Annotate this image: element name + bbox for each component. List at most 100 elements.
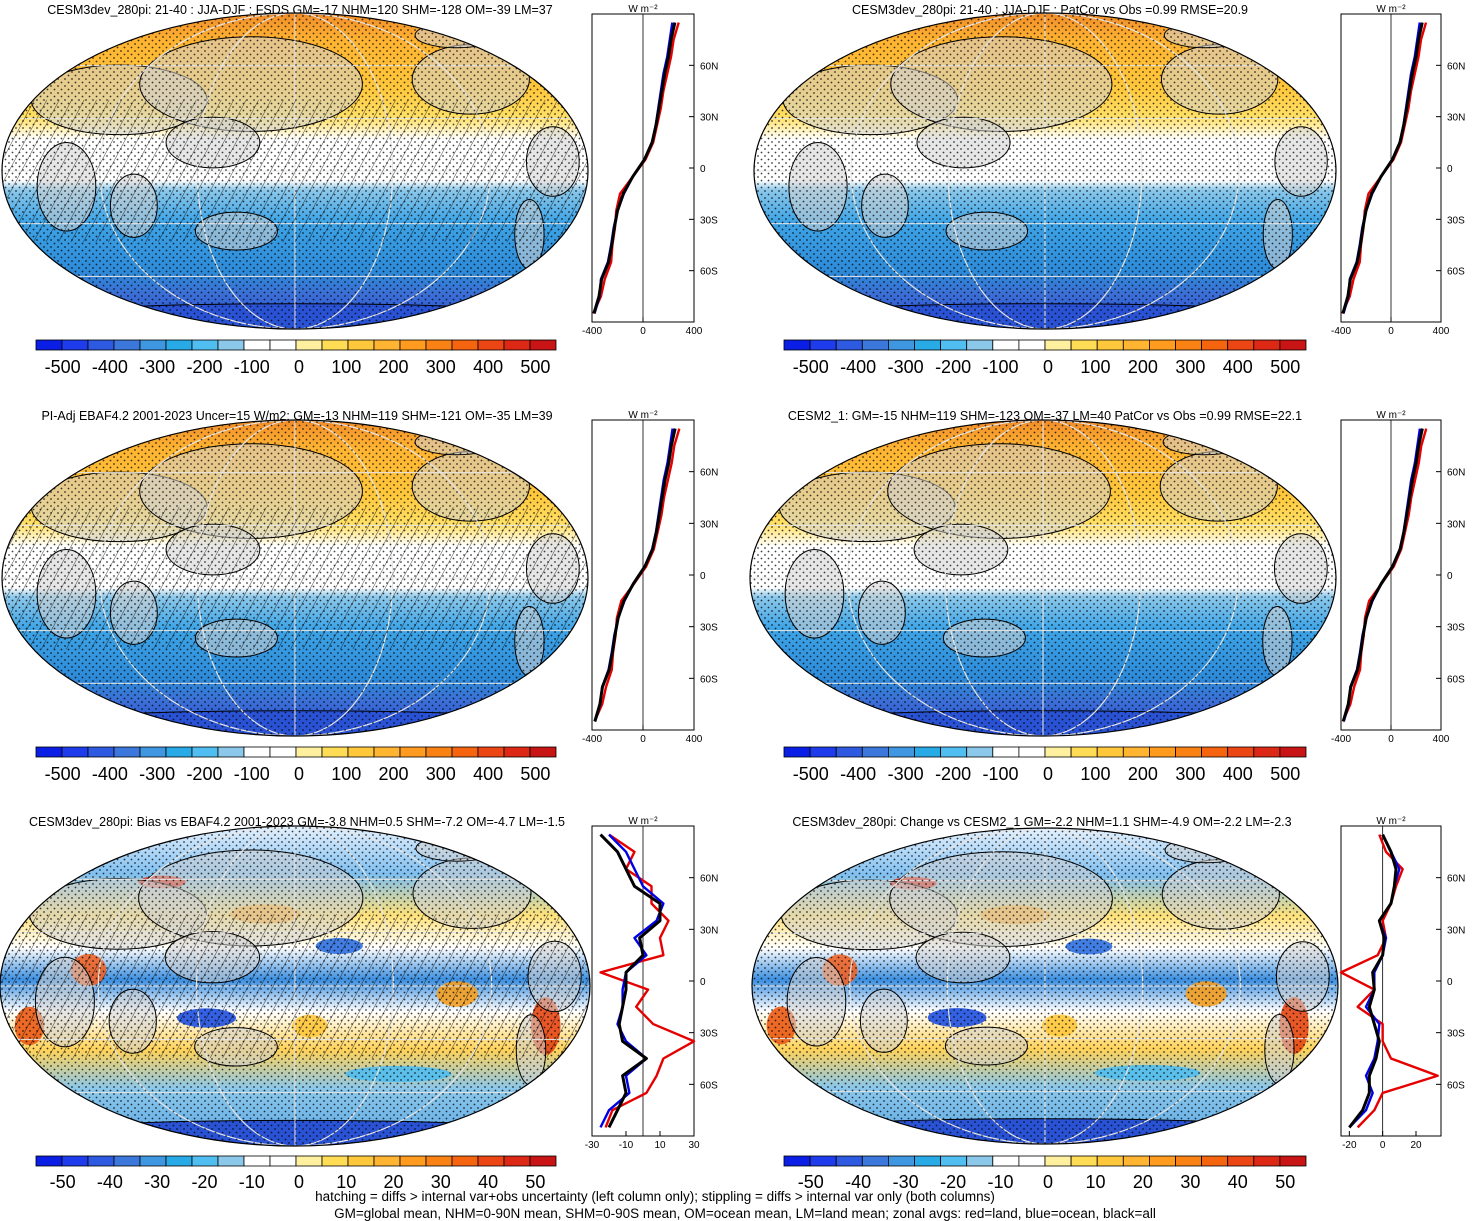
- y-tick-label: 30N: [1447, 925, 1465, 936]
- colorbar-swatch: [477, 339, 505, 351]
- colorbar-swatch: [992, 339, 1020, 351]
- x-tick-label: -400: [582, 734, 602, 745]
- colorbar-swatch: [914, 1155, 942, 1167]
- colorbar-swatch: [451, 339, 479, 351]
- colorbar-swatch: [503, 746, 531, 758]
- y-tick-label: 60N: [1447, 874, 1465, 885]
- colorbar-swatch: [1279, 746, 1307, 758]
- colorbar-tick-label: 500: [520, 764, 550, 784]
- colorbar-swatch: [1096, 746, 1124, 758]
- colorbar-swatch: [217, 746, 245, 758]
- colorbar-swatch: [1201, 339, 1229, 351]
- colorbar-swatch: [321, 1155, 349, 1167]
- footer-mean-definitions: GM=global mean, NHM=0-90N mean, SHM=0-90…: [334, 1206, 1156, 1221]
- colorbar-swatch: [809, 339, 837, 351]
- colorbar-swatch: [835, 339, 863, 351]
- colorbar-swatch: [529, 746, 557, 758]
- colorbar-swatch: [165, 339, 193, 351]
- y-tick-label: 30S: [1447, 623, 1465, 634]
- map-field: [2, 420, 588, 736]
- colorbar-swatch: [35, 1155, 63, 1167]
- zonal-unit-label: W m⁻²: [628, 816, 658, 827]
- y-tick-label: 60N: [700, 61, 718, 72]
- colorbar-tick-label: 100: [331, 764, 361, 784]
- colorbar-tick-label: -40: [845, 1172, 871, 1192]
- world-map: [753, 12, 1337, 330]
- zonal-mean-plot: W m⁻² -20 0 20 60N 30N 0 30S 60S: [1339, 816, 1465, 1151]
- series-line-all: [599, 833, 662, 1129]
- colorbar-tick-label: -200: [186, 764, 222, 784]
- colorbar-tick-label: 500: [1270, 357, 1300, 377]
- colorbar-swatch: [809, 746, 837, 758]
- x-tick-label: 400: [1433, 734, 1450, 745]
- colorbar-tick-label: -200: [935, 357, 971, 377]
- colorbar-swatch: [87, 339, 115, 351]
- colorbar-tick-label: 300: [426, 764, 456, 784]
- map-border: [751, 827, 1339, 1145]
- y-tick-label: 30N: [700, 113, 718, 124]
- y-tick-label: 30N: [1447, 519, 1465, 530]
- colorbar-swatch: [243, 339, 271, 351]
- x-tick-label: 400: [686, 734, 703, 745]
- world-map: [751, 827, 1339, 1145]
- colorbar-swatch: [529, 1155, 557, 1167]
- x-tick-label: 0: [640, 326, 646, 337]
- x-tick-label: 10: [654, 1140, 666, 1151]
- colorbar-swatch: [835, 1155, 863, 1167]
- stippling: [752, 828, 1338, 1144]
- stippling: [750, 420, 1336, 736]
- colorbar-swatch: [1175, 746, 1203, 758]
- y-tick-label: 0: [1447, 164, 1453, 175]
- colorbar-swatch: [1122, 746, 1150, 758]
- colorbar-tick-label: -200: [935, 764, 971, 784]
- colorbar-tick-label: 200: [1128, 357, 1158, 377]
- colorbar-tick-label: 400: [473, 764, 503, 784]
- colorbar-swatch: [61, 1155, 89, 1167]
- colorbar-tick-label: 300: [1175, 764, 1205, 784]
- colorbar-swatch: [503, 339, 531, 351]
- colorbar-swatch: [425, 1155, 453, 1167]
- map-field: [754, 13, 1336, 329]
- colorbar-swatch: [1201, 746, 1229, 758]
- panel-title: CESM3dev_280pi: Change vs CESM2_1 GM=-2.…: [792, 815, 1291, 829]
- colorbar-swatch: [1253, 1155, 1281, 1167]
- y-tick-label: 30N: [700, 925, 718, 936]
- colorbar-swatch: [1253, 339, 1281, 351]
- panel-bias-vs-ebaf: CESM3dev_280pi: Bias vs EBAF4.2 2001-202…: [0, 815, 718, 1192]
- colorbar-tick-label: -100: [234, 357, 270, 377]
- colorbar-swatch: [966, 339, 994, 351]
- colorbar-swatch: [191, 1155, 219, 1167]
- world-map: [1, 12, 589, 330]
- colorbar-tick-label: 100: [1080, 764, 1110, 784]
- y-tick-label: 30S: [700, 215, 718, 226]
- colorbar-tick-label: 200: [379, 357, 409, 377]
- colorbar-tick-label: -30: [144, 1172, 170, 1192]
- colorbar-tick-label: -400: [92, 764, 128, 784]
- zonal-unit-label: W m⁻²: [1376, 816, 1406, 827]
- colorbar-swatch: [992, 1155, 1020, 1167]
- colorbar: -500 -400 -300 -200 -100 0 100 200 300 400 500: [783, 746, 1307, 784]
- colorbar-swatch: [809, 1155, 837, 1167]
- colorbar-tick-label: 500: [520, 357, 550, 377]
- colorbar-tick-label: 0: [1043, 764, 1053, 784]
- series-line-land: [599, 833, 696, 1128]
- panel-fsds-cesm3dev-patcor: CESM3dev_280pi: 21-40 : JJA-DJF : PatCor…: [753, 3, 1465, 377]
- hatching: [2, 506, 588, 650]
- colorbar-tick-label: -10: [988, 1172, 1014, 1192]
- colorbar-swatch: [139, 339, 167, 351]
- y-tick-label: 0: [700, 977, 706, 988]
- colorbar-swatch: [1044, 1155, 1072, 1167]
- y-tick-label: 30N: [700, 519, 718, 530]
- series-line-all: [592, 22, 677, 314]
- colorbar-tick-label: -300: [888, 357, 924, 377]
- colorbar-swatch: [373, 339, 401, 351]
- map-field: [0, 826, 590, 1146]
- colorbar-swatch: [373, 746, 401, 758]
- panel-fsds-cesm3dev: CESM3dev_280pi: 21-40 : JJA-DJF : FSDS G…: [1, 3, 718, 377]
- colorbar-tick-label: 100: [331, 357, 361, 377]
- colorbar-tick-label: -50: [798, 1172, 824, 1192]
- colorbar-swatch: [1018, 339, 1046, 351]
- zonal-unit-label: W m⁻²: [1376, 4, 1406, 15]
- x-tick-label: 20: [1410, 1140, 1422, 1151]
- colorbar-swatch: [1279, 339, 1307, 351]
